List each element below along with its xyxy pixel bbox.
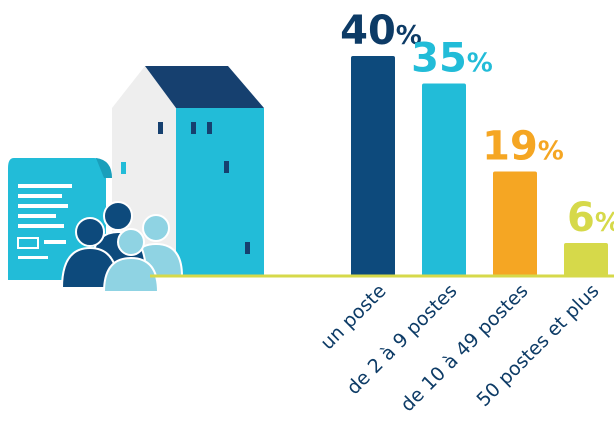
- value-number-1: 40: [340, 8, 396, 54]
- value-unit-2: %: [467, 49, 493, 79]
- value-label-3: 19%: [482, 124, 564, 170]
- category-label-1: un poste: [316, 280, 390, 354]
- value-unit-4: %: [595, 208, 614, 238]
- category-label-3: de 10 à 49 postes: [396, 280, 532, 416]
- value-number-3: 19: [482, 124, 538, 170]
- bar-3: [493, 171, 537, 276]
- value-label-1: 40%: [340, 8, 422, 54]
- value-unit-3: %: [538, 137, 564, 167]
- value-label-2: 35%: [411, 36, 493, 82]
- value-label-4: 6%: [567, 195, 614, 241]
- category-label-4: 50 postes et plus: [472, 280, 603, 411]
- value-labels-group: 40%35%19%6%: [340, 8, 614, 241]
- bar-1: [351, 56, 395, 276]
- value-number-2: 35: [411, 36, 467, 82]
- illustration: [8, 66, 264, 293]
- bars-group: [351, 56, 608, 276]
- bar-2: [422, 83, 466, 276]
- bar-4: [564, 243, 608, 276]
- value-number-4: 6: [567, 195, 595, 241]
- people-group-icon: [60, 201, 184, 293]
- value-unit-1: %: [396, 21, 422, 51]
